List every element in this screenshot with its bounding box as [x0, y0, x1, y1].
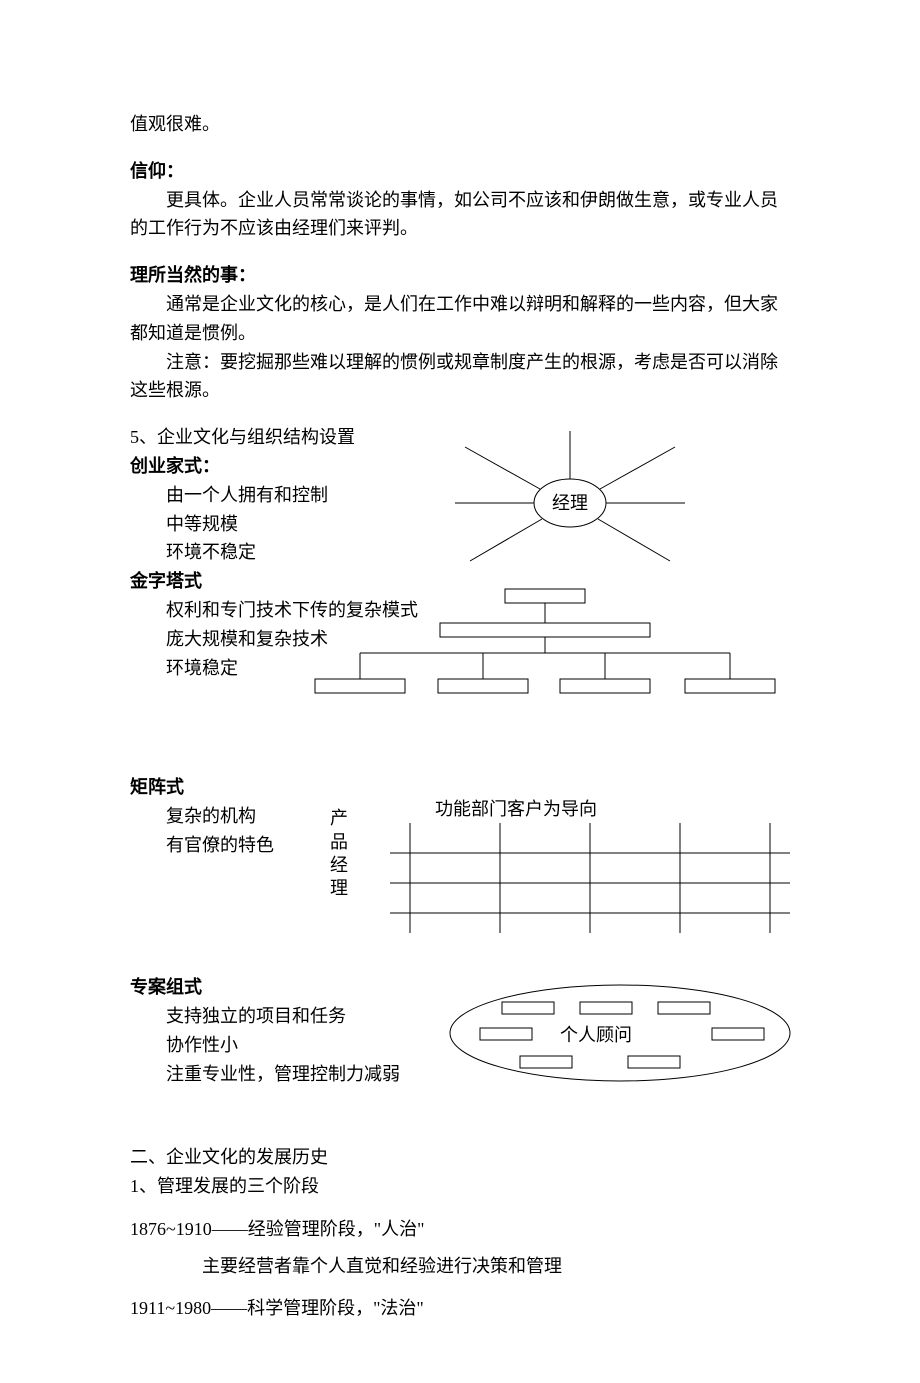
style4-line3: 注重专业性，管理控制力减弱	[130, 1060, 430, 1089]
belief-body: 更具体。企业人员常常谈论的事情，如公司不应该和伊朗做生意，或专业人员的工作行为不…	[130, 186, 790, 244]
given-body-1: 通常是企业文化的核心，是人们在工作中难以辩明和解释的一些内容，但大家都知道是惯例…	[130, 290, 790, 348]
stage-1-desc: 主要经营者靠个人直觉和经验进行决策和管理	[130, 1252, 790, 1281]
section-2-title: 二、企业文化的发展历史	[130, 1143, 790, 1172]
svg-text:经理: 经理	[552, 493, 588, 513]
taskforce-center-label: 个人顾问	[560, 1021, 632, 1050]
pyramid-diagram	[130, 583, 810, 703]
style4-heading: 专案组式	[130, 973, 430, 1002]
stage-2: 1911~1980——科学管理阶段，"法治"	[130, 1294, 790, 1323]
style4-line2: 协作性小	[130, 1031, 430, 1060]
given-body-2: 注意：要挖掘那些难以理解的惯例或规章制度产生的根源，考虑是否可以消除这些根源。	[130, 348, 790, 406]
style4-line1: 支持独立的项目和任务	[130, 1002, 430, 1031]
continuation-text: 值观很难。	[130, 110, 790, 139]
matrix-diagram	[130, 793, 810, 943]
stage-1: 1876~1910——经验管理阶段，"人治"	[130, 1215, 790, 1244]
section-2-item1: 1、管理发展的三个阶段	[130, 1172, 790, 1201]
entrepreneurial-diagram: 经理	[130, 423, 810, 573]
belief-heading: 信仰：	[130, 157, 790, 186]
given-heading: 理所当然的事：	[130, 261, 790, 290]
